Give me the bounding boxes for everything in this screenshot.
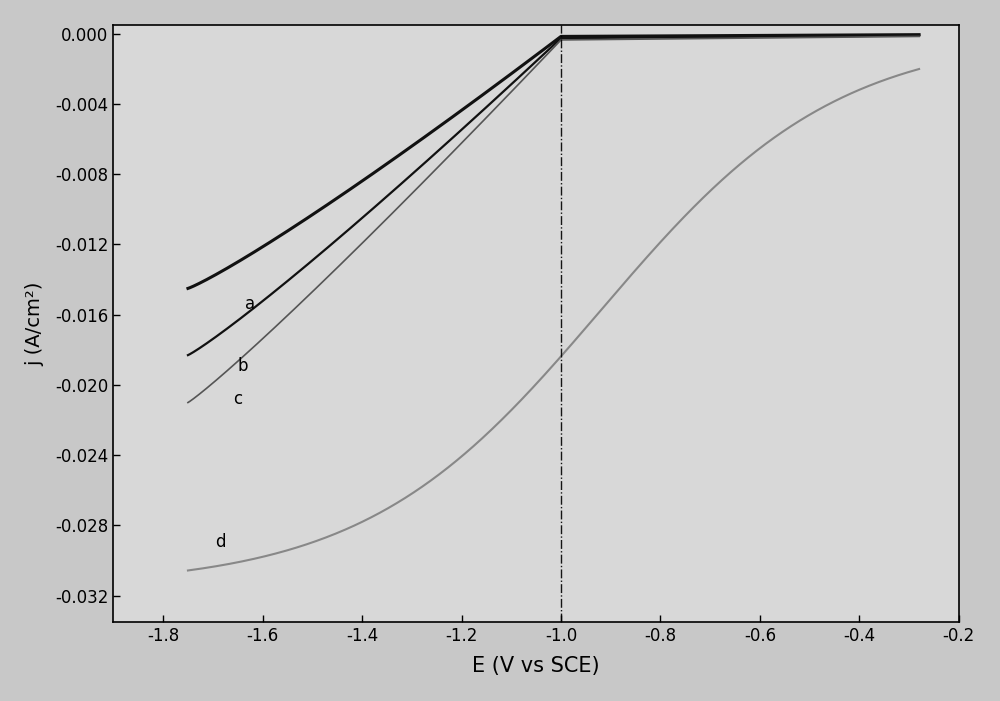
- Text: b: b: [238, 357, 248, 375]
- Text: a: a: [245, 295, 255, 313]
- Text: d: d: [215, 533, 226, 550]
- Text: c: c: [233, 390, 242, 408]
- X-axis label: E (V vs SCE): E (V vs SCE): [472, 656, 600, 676]
- Y-axis label: j (A/cm²): j (A/cm²): [25, 281, 44, 366]
